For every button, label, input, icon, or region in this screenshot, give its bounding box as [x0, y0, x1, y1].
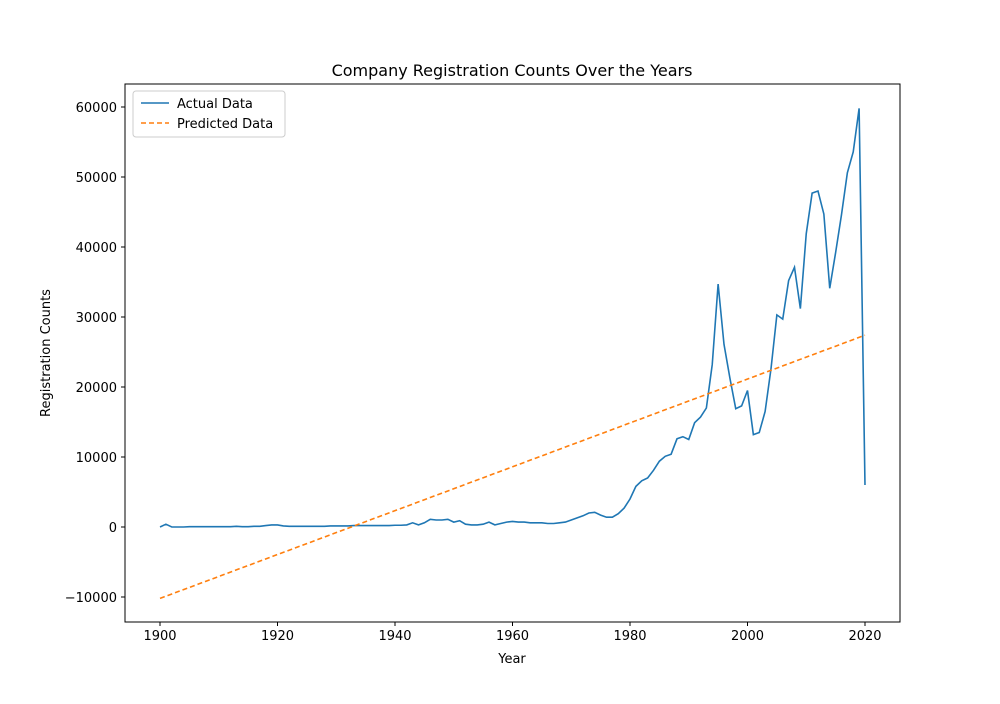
x-tick-label: 1920 [261, 629, 294, 644]
x-tick-label: 1960 [496, 629, 529, 644]
x-tick-label: 2020 [848, 629, 881, 644]
x-axis-label: Year [497, 652, 526, 667]
x-tick-label: 1900 [143, 629, 176, 644]
y-tick-label: 40000 [76, 241, 117, 256]
x-tick-label: 1980 [613, 629, 646, 644]
y-tick-label: 30000 [76, 311, 117, 326]
y-tick-label: 20000 [76, 381, 117, 396]
y-tick-label: −10000 [65, 591, 117, 606]
y-axis-label: Registration Counts [39, 289, 54, 417]
legend-box [132, 90, 286, 138]
x-tick-label: 1940 [378, 629, 411, 644]
data-line [159, 334, 866, 600]
y-tick-label: 50000 [76, 171, 117, 186]
legend-label: Actual Data [177, 97, 253, 112]
legend-label: Predicted Data [177, 117, 273, 132]
y-tick-label: 60000 [76, 101, 117, 116]
chart-title: Company Registration Counts Over the Yea… [332, 61, 693, 80]
y-tick-label: 10000 [76, 451, 117, 466]
y-tick-label: 0 [109, 521, 117, 536]
data-line [159, 108, 866, 528]
plot-area [124, 83, 901, 623]
x-tick-label: 2000 [731, 629, 764, 644]
